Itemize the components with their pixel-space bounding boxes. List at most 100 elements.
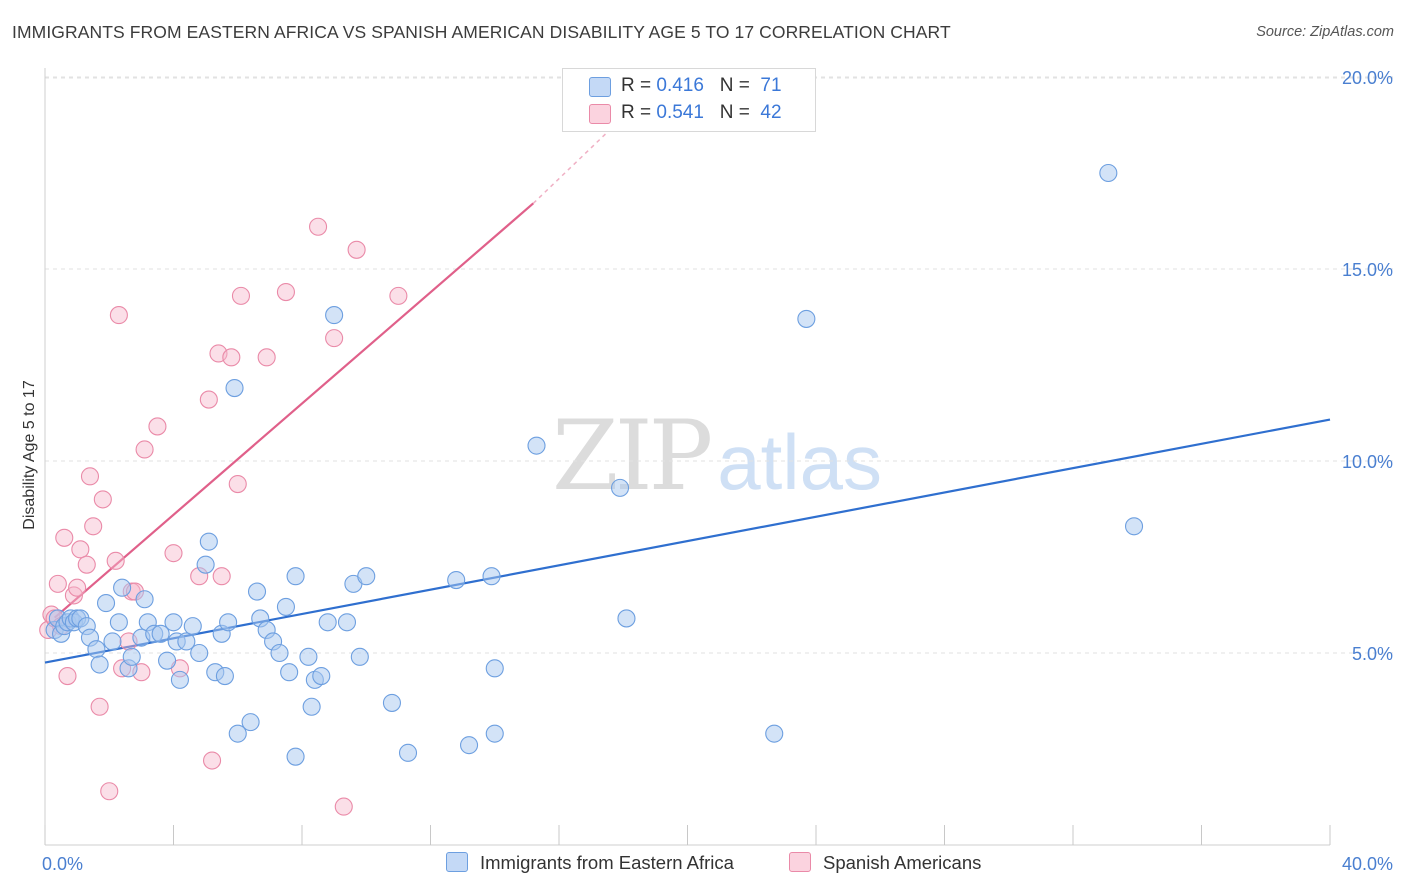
point-eastern-africa [617, 609, 636, 628]
point-spanish-americans [309, 217, 328, 236]
axis-labels: Disability Age 5 to 17 5.0% 10.0% 15.0% 20.… [21, 68, 1393, 874]
point-eastern-africa [113, 578, 132, 597]
source-label: Source: ZipAtlas.com [1256, 24, 1394, 40]
point-spanish-americans [347, 240, 366, 259]
legend-n-label: N = [719, 75, 756, 96]
point-eastern-africa [219, 613, 238, 632]
point-eastern-africa [270, 643, 289, 663]
point-spanish-americans [80, 467, 100, 486]
legend-n-value: 71 [760, 75, 782, 96]
point-spanish-americans [199, 390, 218, 409]
point-eastern-africa [151, 624, 170, 643]
legend-r-value: 0.416 [656, 75, 704, 96]
x-tick-label: 0.0% [42, 854, 83, 874]
point-spanish-americans [106, 551, 125, 570]
point-spanish-americans [212, 567, 231, 586]
point-eastern-africa [103, 632, 122, 651]
point-eastern-africa [312, 666, 331, 686]
watermark: ZIP atlas [552, 400, 882, 512]
point-eastern-africa [225, 378, 244, 398]
point-eastern-africa [280, 663, 299, 682]
legend-r-label: R = [621, 102, 657, 123]
point-spanish-americans [334, 797, 353, 816]
legend-swatch-pink [589, 104, 611, 124]
y-tick-label: 10.0% [1342, 452, 1393, 472]
axes [44, 68, 1331, 846]
point-spanish-americans [276, 282, 295, 302]
point-eastern-africa [247, 582, 267, 601]
point-spanish-americans [228, 474, 247, 494]
point-eastern-africa [765, 724, 784, 743]
point-spanish-americans [135, 440, 154, 459]
point-eastern-africa [190, 643, 209, 663]
point-spanish-americans [58, 666, 77, 686]
point-spanish-americans [148, 417, 167, 436]
point-eastern-africa [325, 306, 344, 325]
point-spanish-americans [84, 517, 103, 536]
legend-item-eastern-africa: Immigrants from Eastern Africa [446, 852, 734, 874]
point-eastern-africa [357, 567, 376, 586]
watermark-zip: ZIP [552, 400, 713, 512]
point-eastern-africa [797, 309, 816, 328]
point-spanish-americans [55, 528, 74, 547]
point-eastern-africa [228, 724, 247, 743]
legend-n-value: 42 [760, 102, 782, 123]
y-tick-label: 15.0% [1342, 260, 1393, 280]
point-eastern-africa [177, 632, 196, 651]
point-eastern-africa [398, 743, 418, 762]
point-eastern-africa [299, 647, 318, 666]
point-eastern-africa [302, 697, 321, 716]
point-eastern-africa [1124, 517, 1144, 536]
point-eastern-africa [215, 666, 234, 686]
point-spanish-americans [90, 697, 109, 716]
legend-n-label: N = [719, 102, 756, 123]
point-eastern-africa [610, 478, 630, 497]
point-spanish-americans [71, 540, 90, 559]
point-spanish-americans [100, 782, 119, 801]
point-eastern-africa [158, 651, 177, 670]
point-spanish-americans [68, 578, 87, 597]
point-eastern-africa [485, 659, 504, 678]
y-tick-label: 5.0% [1352, 644, 1393, 664]
point-eastern-africa [337, 613, 357, 632]
legend-label: Immigrants from Eastern Africa [480, 852, 734, 873]
trend-line-spanish-americans [53, 202, 535, 619]
point-spanish-americans [325, 329, 344, 348]
point-eastern-africa [109, 613, 128, 632]
x-tick-label: 40.0% [1342, 854, 1393, 874]
chart-title: IMMIGRANTS FROM EASTERN AFRICA VS SPANIS… [12, 22, 951, 42]
point-eastern-africa [183, 617, 202, 636]
point-eastern-africa [447, 570, 466, 590]
legend-swatch-blue [589, 77, 611, 97]
point-spanish-americans [164, 544, 183, 563]
point-eastern-africa [170, 670, 189, 689]
point-eastern-africa [485, 724, 504, 743]
grid-lines [45, 76, 1394, 654]
point-eastern-africa [350, 647, 369, 666]
point-eastern-africa [122, 647, 141, 666]
y-tick-label: 20.0% [1342, 68, 1393, 88]
legend-swatch-blue [446, 852, 468, 872]
point-eastern-africa [286, 747, 305, 766]
y-axis-title: Disability Age 5 to 17 [21, 380, 38, 530]
stats-legend: R = 0.416 N = 71 R = 0.541 N = 42 [562, 68, 816, 132]
point-eastern-africa [286, 567, 305, 586]
legend-item-spanish-americans: Spanish Americans [789, 852, 981, 874]
point-eastern-africa [276, 597, 295, 616]
point-spanish-americans [77, 555, 96, 574]
point-eastern-africa [196, 555, 215, 574]
point-eastern-africa [318, 613, 337, 632]
point-spanish-americans [389, 286, 408, 305]
point-spanish-americans [257, 348, 276, 367]
legend-swatch-pink [789, 852, 811, 872]
point-eastern-africa [527, 436, 546, 455]
point-spanish-americans [109, 306, 128, 325]
point-spanish-americans [48, 574, 67, 593]
point-eastern-africa [482, 567, 501, 586]
watermark-atlas: atlas [717, 418, 882, 506]
legend-r-label: R = [621, 75, 657, 96]
data-points [39, 163, 1144, 816]
point-eastern-africa [90, 655, 109, 674]
point-eastern-africa [96, 594, 116, 613]
legend-label: Spanish Americans [823, 852, 982, 873]
